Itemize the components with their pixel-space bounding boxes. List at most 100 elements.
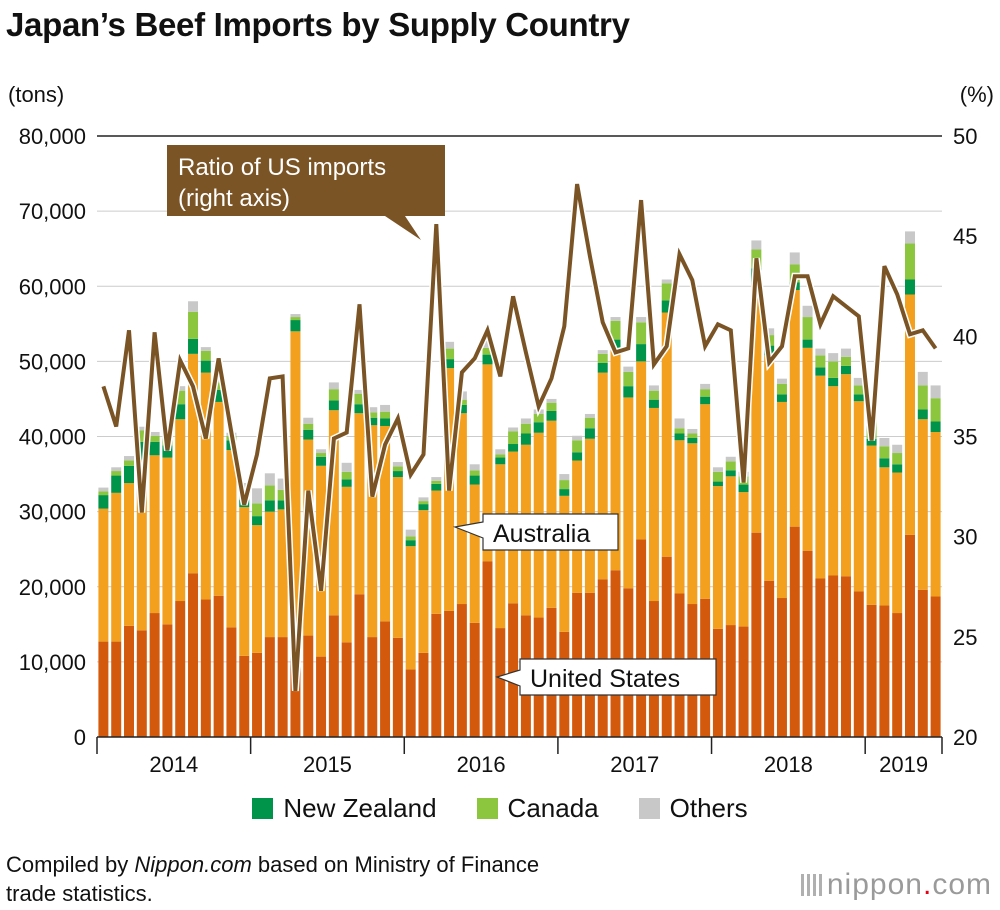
- nippon-logo: nippon.com: [800, 868, 992, 902]
- bar-others: [661, 279, 672, 284]
- bar-new-zealand: [712, 481, 723, 487]
- bar-us: [712, 628, 723, 737]
- bar-australia: [623, 397, 634, 589]
- bar-new-zealand: [392, 471, 403, 478]
- legend-label-canada: Canada: [507, 793, 599, 823]
- bar-canada: [354, 393, 365, 405]
- bar-canada: [328, 389, 339, 401]
- bar-canada: [533, 413, 544, 423]
- year-label: 2015: [303, 752, 352, 777]
- bar-australia: [559, 495, 570, 632]
- bar-new-zealand: [175, 404, 186, 420]
- bar-us: [815, 578, 826, 737]
- legend-label-new-zealand: New Zealand: [283, 793, 437, 823]
- bar-us: [405, 669, 416, 737]
- us-callout-box: [495, 658, 717, 696]
- bar-others: [559, 474, 570, 481]
- bar-others: [687, 428, 698, 434]
- bar-canada: [674, 428, 685, 434]
- bar-canada: [559, 480, 570, 490]
- bar-australia: [738, 492, 749, 627]
- bar-australia: [367, 425, 378, 638]
- bar-others: [124, 456, 135, 461]
- bar-others: [853, 377, 864, 386]
- bar-us: [277, 637, 288, 737]
- chart-title: Japan’s Beef Imports by Supply Country: [6, 6, 630, 43]
- bar-new-zealand: [328, 400, 339, 411]
- nippon-logo-icon: [800, 874, 823, 896]
- bar-new-zealand: [149, 441, 160, 456]
- bar-others: [610, 317, 621, 321]
- bar-others: [636, 317, 647, 323]
- bar-new-zealand: [213, 389, 224, 402]
- bar-canada: [776, 383, 787, 395]
- right-axis-unit: (%): [959, 82, 994, 107]
- bar-canada: [124, 460, 135, 466]
- bar-new-zealand: [264, 500, 275, 512]
- bar-canada: [303, 423, 314, 430]
- bar-others: [508, 427, 519, 432]
- bar-canada: [917, 385, 928, 410]
- bar-new-zealand: [828, 377, 839, 387]
- bar-australia: [264, 511, 275, 638]
- bar-new-zealand: [111, 475, 122, 493]
- left-tick-label: 30,000: [19, 500, 86, 525]
- left-tick-label: 0: [74, 725, 86, 750]
- bar-australia: [175, 419, 186, 602]
- bar-others: [149, 431, 160, 436]
- bar-australia: [431, 490, 442, 614]
- left-tick-label: 10,000: [19, 650, 86, 675]
- bar-new-zealand: [520, 433, 531, 445]
- bar-us: [341, 642, 352, 737]
- bar-australia: [354, 413, 365, 595]
- bar-others: [405, 529, 416, 537]
- bar-others: [546, 398, 557, 403]
- bar-canada: [213, 382, 224, 390]
- bar-canada: [828, 361, 839, 378]
- bar-us: [213, 595, 224, 737]
- bar-us: [188, 573, 199, 737]
- bar-us: [367, 637, 378, 737]
- bar-others: [392, 462, 403, 467]
- bar-new-zealand: [431, 483, 442, 491]
- bar-australia: [469, 484, 480, 623]
- bar-new-zealand: [738, 484, 749, 493]
- bar-us: [597, 579, 608, 737]
- bar-us: [149, 613, 160, 737]
- bar-canada: [316, 453, 327, 457]
- bar-new-zealand: [687, 438, 698, 444]
- year-label: 2014: [149, 752, 198, 777]
- bar-australia: [200, 372, 211, 600]
- bar-canada: [149, 435, 160, 442]
- brand-name-a: nippon: [826, 868, 923, 901]
- bar-new-zealand: [162, 445, 173, 458]
- bar-others: [648, 385, 659, 391]
- bar-us: [866, 604, 877, 737]
- bar-australia: [764, 355, 775, 581]
- bar-new-zealand: [725, 470, 736, 477]
- bar-canada: [418, 501, 429, 505]
- bar-australia: [136, 459, 147, 631]
- bar-canada: [610, 320, 621, 340]
- bar-new-zealand: [533, 422, 544, 433]
- bar-canada: [431, 480, 442, 484]
- bar-canada: [469, 470, 480, 476]
- bar-others: [815, 348, 826, 356]
- bar-australia: [892, 472, 903, 614]
- brand-name-b: com: [932, 868, 992, 901]
- bar-new-zealand: [559, 489, 570, 496]
- legend-label-others: Others: [669, 793, 748, 823]
- bar-new-zealand: [482, 354, 493, 365]
- bar-australia: [252, 525, 263, 653]
- bar-australia: [917, 419, 928, 590]
- bar-others: [175, 386, 186, 391]
- bar-us: [840, 576, 851, 737]
- legend: New Zealand Canada Others: [0, 793, 1000, 824]
- year-label: 2019: [879, 752, 928, 777]
- right-tick-label: 35: [953, 425, 977, 450]
- bar-canada: [380, 411, 391, 419]
- bar-others: [892, 444, 903, 454]
- bar-others: [776, 378, 787, 384]
- bar-us: [316, 656, 327, 737]
- source-prefix: Compiled by: [6, 852, 135, 877]
